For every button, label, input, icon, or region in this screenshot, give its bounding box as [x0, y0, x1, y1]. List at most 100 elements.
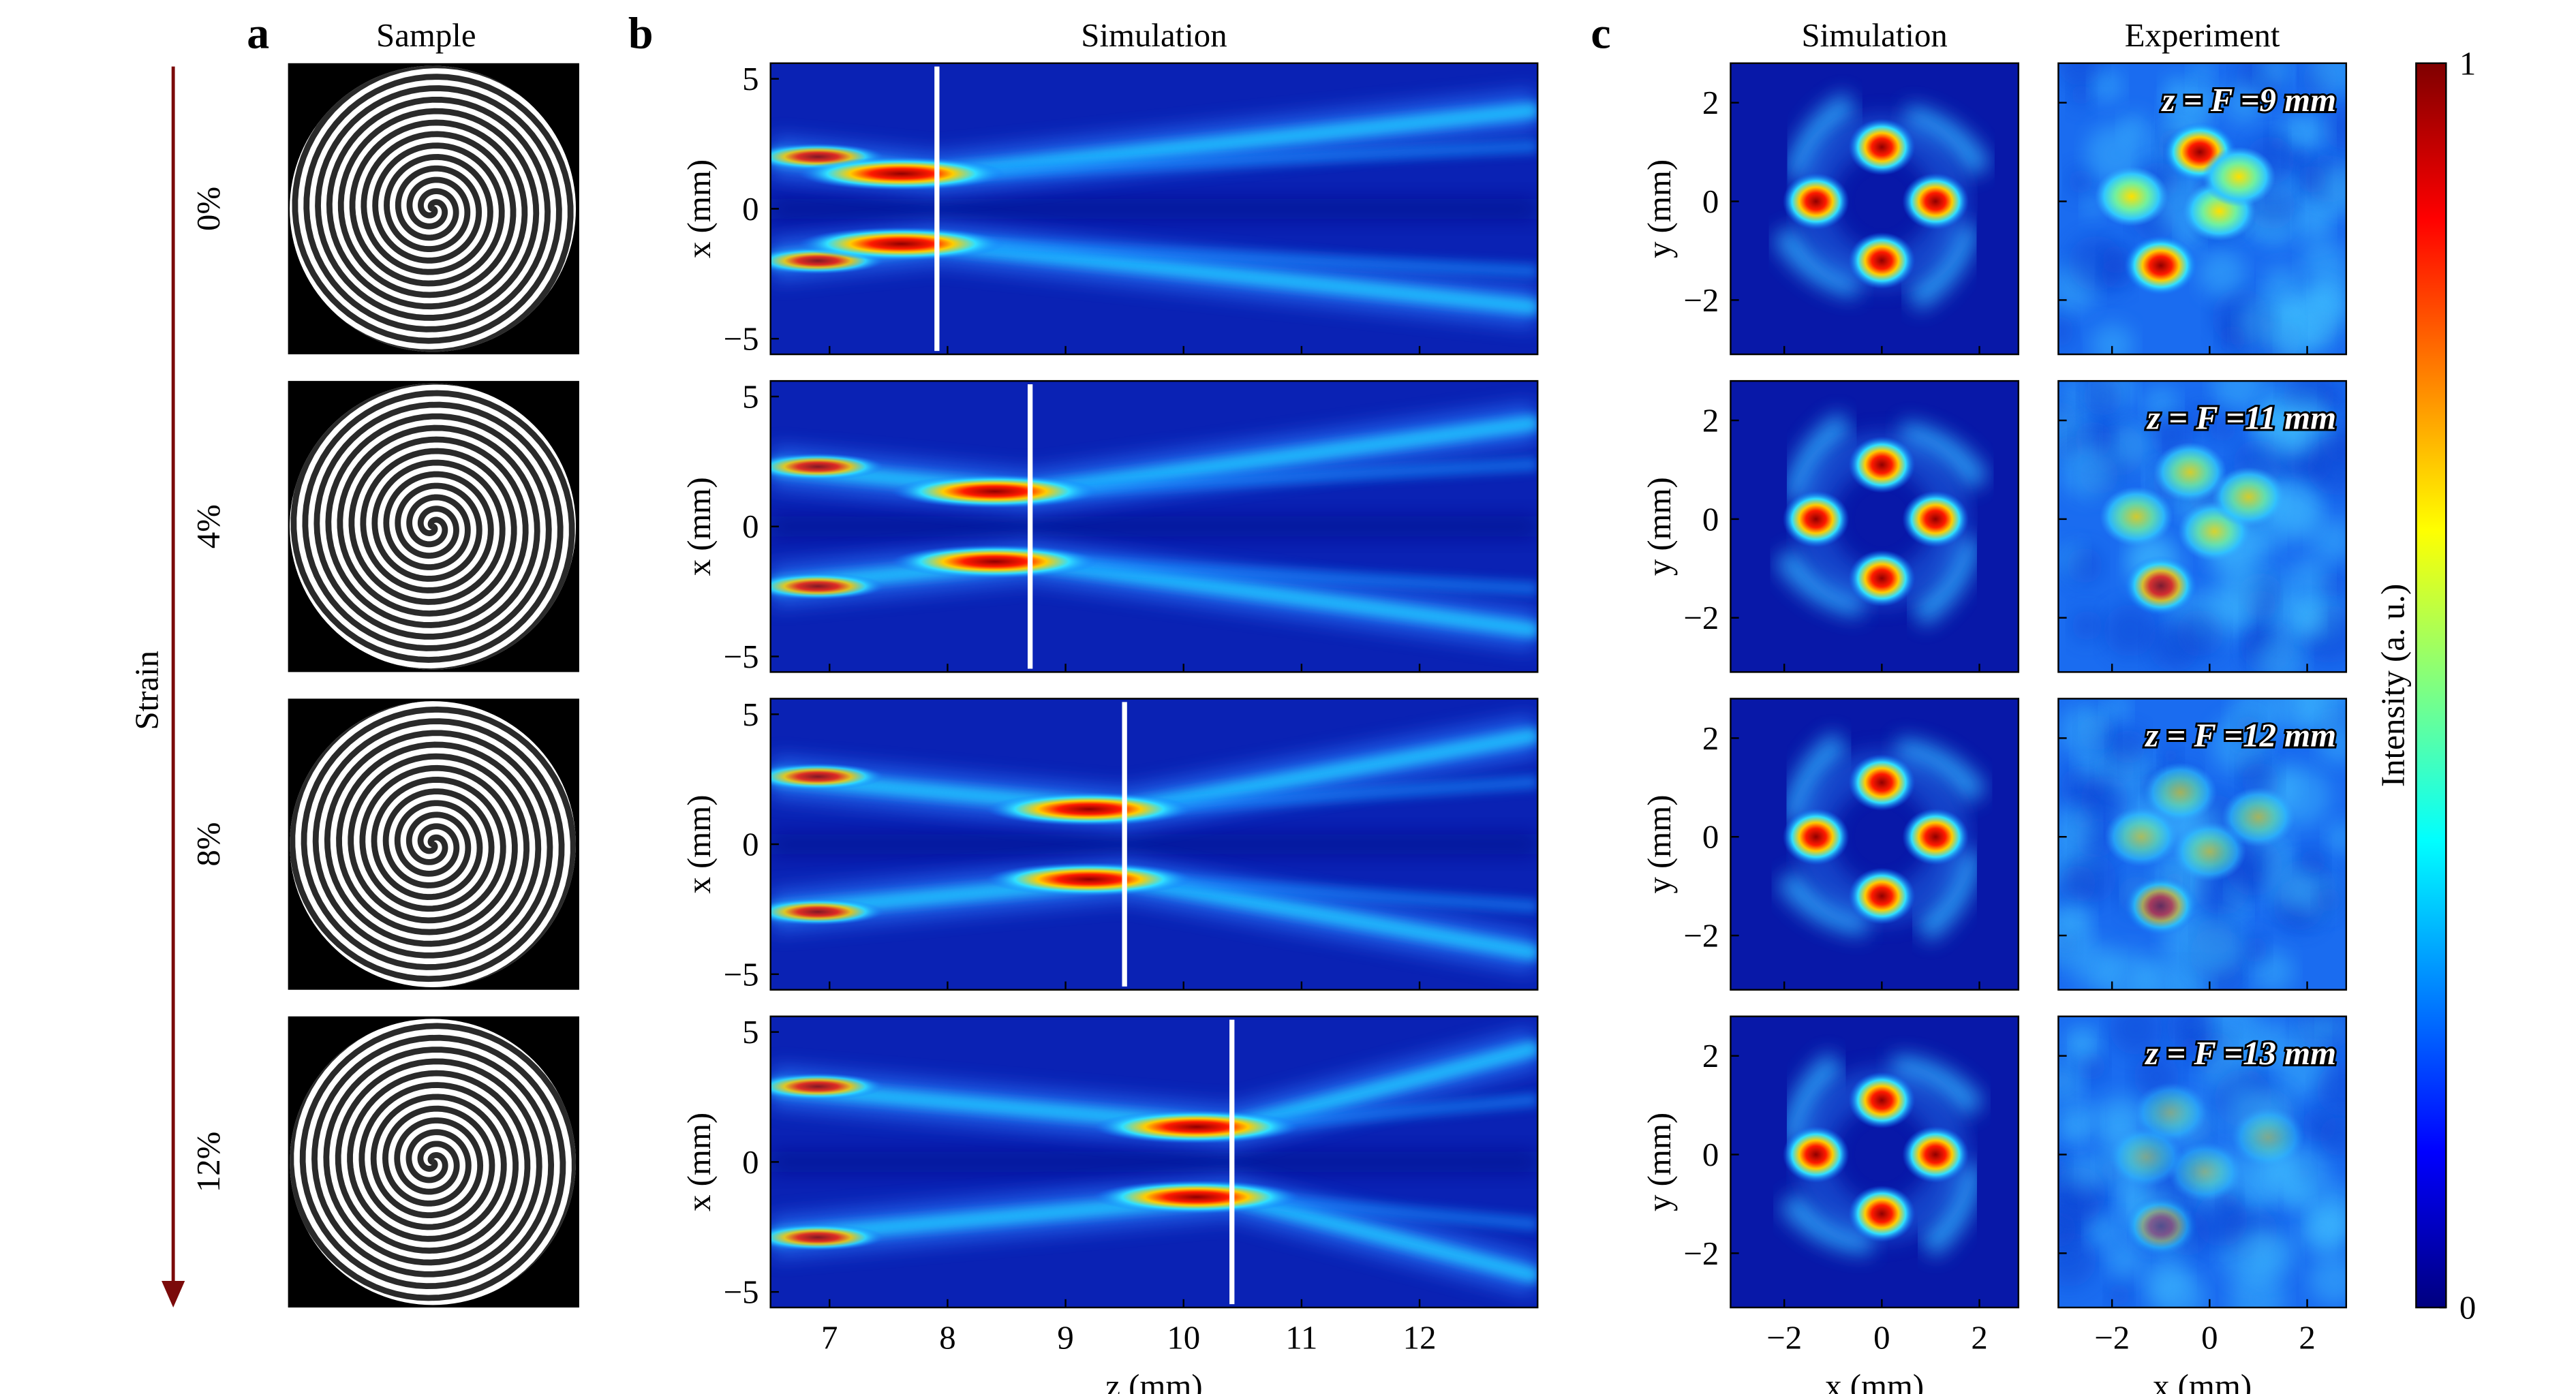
speckle [2143, 1258, 2188, 1303]
y-tick-label: 0 [1702, 500, 1719, 538]
strain-level: 0% [189, 187, 227, 231]
speckle [2166, 1016, 2213, 1050]
intensity-lobe [2100, 486, 2173, 547]
intensity-lobe [1782, 491, 1850, 548]
speckle [2087, 1215, 2121, 1248]
beam-focus [798, 157, 1005, 191]
speckle [2179, 1034, 2201, 1057]
speckle [2218, 324, 2247, 353]
plot-area [2058, 381, 2346, 672]
sample-stripe [290, 701, 577, 988]
swirl-arm [1776, 869, 1869, 936]
panel-label: b [628, 8, 654, 58]
image-background [1730, 698, 2019, 990]
beam-focus [1093, 1110, 1300, 1144]
speckle [2188, 920, 2245, 978]
heatmap-shade [770, 833, 1538, 855]
image-background [1730, 63, 2019, 355]
plot-area [2058, 63, 2346, 355]
beam-start [770, 763, 885, 790]
plot-area [2058, 698, 2346, 990]
sample-stripe [290, 65, 574, 352]
strain-level: 4% [189, 504, 227, 548]
speckle [2068, 1154, 2105, 1191]
speckle [2258, 63, 2290, 87]
y-tick-label: 0 [742, 508, 758, 545]
speckle [2091, 70, 2123, 102]
speckle [2091, 324, 2134, 355]
swirl-arm [1895, 737, 1988, 805]
y-axis-label: x (mm) [680, 795, 718, 894]
beam-focus [1093, 1180, 1300, 1214]
heatmap-shade [770, 516, 1538, 538]
swirl-arm [1782, 731, 1850, 824]
plot-frame [1730, 698, 2020, 991]
speckle [2316, 1062, 2346, 1117]
y-tick-label: 2 [1702, 719, 1719, 757]
x-tick-label: −2 [2094, 1318, 2130, 1356]
plot-area [1730, 381, 2019, 672]
speckle [2198, 250, 2245, 297]
speckle [2256, 636, 2305, 672]
colorbar-tick-label: 0 [2459, 1289, 2476, 1327]
y-tick-label: −2 [1683, 1235, 1719, 1272]
beam-focus [798, 227, 1005, 261]
speckle [2255, 408, 2308, 461]
speckle [2066, 547, 2103, 584]
speckle [2235, 715, 2263, 742]
y-tick-label: 0 [1702, 1136, 1719, 1173]
beam-side [1030, 457, 1538, 498]
speckle [2162, 75, 2192, 105]
y-tick-label: 5 [742, 1013, 758, 1051]
annotation: z = F =9 mm [2161, 81, 2337, 119]
sample-image [288, 381, 579, 672]
x-tick-label: 0 [2201, 1318, 2218, 1356]
speckle [2058, 806, 2095, 850]
speckle [2309, 63, 2346, 96]
intensity-lobe [1902, 808, 1969, 865]
speckle [2063, 1119, 2086, 1143]
heatmap-shade [770, 1151, 1538, 1173]
speckle [2058, 63, 2103, 87]
strain-level: 12% [189, 1132, 227, 1193]
y-tick-label: 2 [1702, 84, 1719, 121]
speckle [2208, 414, 2237, 442]
speckle [2297, 208, 2331, 243]
intensity-lobe [2124, 235, 2198, 296]
x-axis-label: z (mm) [1105, 1367, 1202, 1394]
x-tick-label: 11 [1285, 1318, 1317, 1356]
speckle [2307, 435, 2346, 496]
speckle [2064, 1025, 2102, 1064]
speckle [2189, 63, 2214, 85]
intensity-lobe [1848, 119, 1916, 176]
plot-frame [2057, 1015, 2348, 1309]
y-tick-label: −5 [724, 955, 759, 993]
plot-area [1730, 1016, 2019, 1308]
y-tick-label: 2 [1702, 402, 1719, 439]
y-tick-label: −2 [1683, 599, 1719, 636]
plot-area [770, 63, 1538, 355]
intensity-lobe [1848, 436, 1916, 493]
beam-start [770, 1224, 885, 1251]
speckle [2299, 1206, 2346, 1253]
beam-side [936, 140, 1538, 181]
x-tick-label: 10 [1167, 1318, 1200, 1356]
sample-stripe [290, 383, 575, 670]
heatmap-shade [770, 198, 1538, 219]
speckle [2058, 315, 2074, 347]
intensity-lobe [2173, 821, 2247, 882]
intensity-lobe [2222, 787, 2295, 848]
speckle [2071, 610, 2103, 641]
speckle [2241, 936, 2268, 964]
intensity-lobe [2124, 1196, 2198, 1256]
sample-stripe [292, 65, 577, 352]
speckle [2248, 1021, 2295, 1069]
swirl-arm [1772, 225, 1861, 298]
speckle [2295, 1016, 2327, 1047]
speckle [2300, 848, 2327, 875]
intensity-lobe [2104, 807, 2178, 867]
y-tick-label: 0 [1702, 183, 1719, 220]
speckle [2103, 698, 2130, 722]
speckle [2319, 1016, 2345, 1040]
intensity-lobe [2095, 166, 2168, 227]
